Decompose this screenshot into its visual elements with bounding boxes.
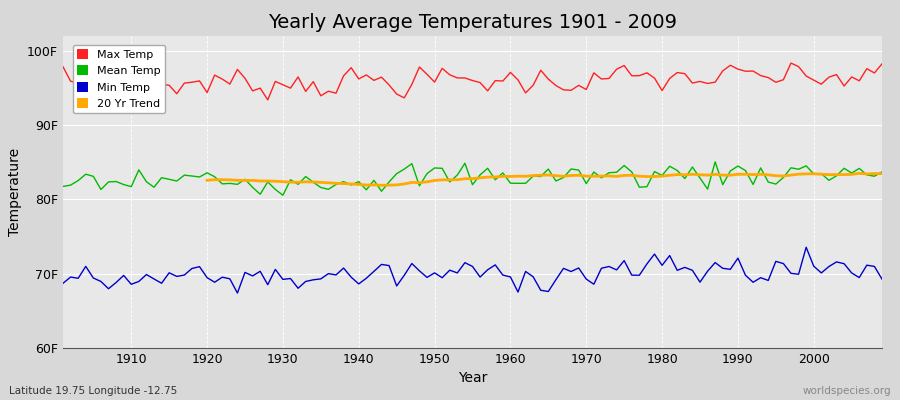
Text: Latitude 19.75 Longitude -12.75: Latitude 19.75 Longitude -12.75 [9,386,177,396]
Title: Yearly Average Temperatures 1901 - 2009: Yearly Average Temperatures 1901 - 2009 [268,13,677,32]
Text: worldspecies.org: worldspecies.org [803,386,891,396]
X-axis label: Year: Year [458,372,487,386]
Y-axis label: Temperature: Temperature [7,148,22,236]
Legend: Max Temp, Mean Temp, Min Temp, 20 Yr Trend: Max Temp, Mean Temp, Min Temp, 20 Yr Tre… [73,45,166,113]
